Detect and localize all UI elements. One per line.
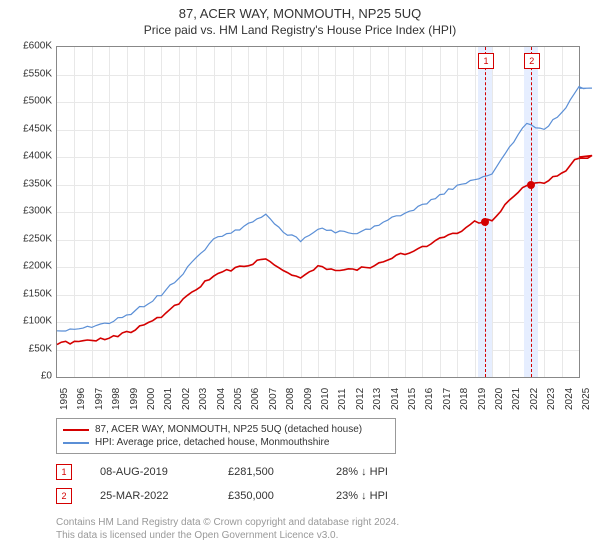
x-tick-label: 2025	[581, 388, 592, 410]
series-line-hpi	[57, 87, 592, 331]
x-tick-label: 2000	[146, 388, 157, 410]
sale-date: 25-MAR-2022	[100, 490, 200, 502]
x-tick-label: 2024	[564, 388, 575, 410]
sale-diff: 28% ↓ HPI	[336, 466, 388, 478]
x-tick-label: 2012	[355, 388, 366, 410]
y-tick-label: £150K	[4, 288, 52, 299]
sale-index-box: 1	[56, 464, 72, 480]
y-tick-label: £350K	[4, 178, 52, 189]
x-tick-label: 2002	[181, 388, 192, 410]
x-tick-label: 2017	[442, 388, 453, 410]
y-tick-label: £50K	[4, 343, 52, 354]
legend-label: 87, ACER WAY, MONMOUTH, NP25 5UQ (detach…	[95, 424, 362, 435]
x-tick-label: 2013	[372, 388, 383, 410]
sale-price: £350,000	[228, 490, 308, 502]
footnote: Contains HM Land Registry data © Crown c…	[56, 516, 399, 542]
sales-table: 1 08-AUG-2019 £281,500 28% ↓ HPI 2 25-MAR-202…	[56, 460, 388, 508]
x-tick-label: 2010	[320, 388, 331, 410]
x-tick-label: 1997	[94, 388, 105, 410]
x-tick-label: 2016	[424, 388, 435, 410]
x-tick-label: 2004	[216, 388, 227, 410]
x-tick-label: 1999	[129, 388, 140, 410]
sale-marker-tag: 2	[524, 53, 540, 69]
y-tick-label: £0	[4, 371, 52, 382]
sale-price: £281,500	[228, 466, 308, 478]
x-tick-label: 2011	[337, 388, 348, 410]
page-title: 87, ACER WAY, MONMOUTH, NP25 5UQ	[0, 0, 600, 21]
x-tick-label: 2001	[163, 388, 174, 410]
table-row: 1 08-AUG-2019 £281,500 28% ↓ HPI	[56, 460, 388, 484]
page-subtitle: Price paid vs. HM Land Registry's House …	[0, 21, 600, 37]
x-tick-label: 2019	[477, 388, 488, 410]
y-tick-label: £250K	[4, 233, 52, 244]
footnote-line: This data is licensed under the Open Gov…	[56, 529, 399, 542]
y-tick-label: £300K	[4, 206, 52, 217]
x-tick-label: 2021	[511, 388, 522, 410]
legend-row: HPI: Average price, detached house, Monm…	[63, 436, 389, 449]
y-tick-label: £500K	[4, 96, 52, 107]
table-row: 2 25-MAR-2022 £350,000 23% ↓ HPI	[56, 484, 388, 508]
x-tick-label: 2014	[390, 388, 401, 410]
sale-marker-tag: 1	[478, 53, 494, 69]
y-tick-label: £200K	[4, 261, 52, 272]
chart-lines	[57, 47, 579, 377]
sale-diff: 23% ↓ HPI	[336, 490, 388, 502]
sale-dot	[527, 181, 535, 189]
series-line-property	[57, 156, 592, 345]
x-tick-label: 2009	[303, 388, 314, 410]
x-tick-label: 2023	[546, 388, 557, 410]
x-tick-label: 1995	[59, 388, 70, 410]
legend: 87, ACER WAY, MONMOUTH, NP25 5UQ (detach…	[56, 418, 396, 454]
sale-index-box: 2	[56, 488, 72, 504]
x-tick-label: 2018	[459, 388, 470, 410]
x-tick-label: 1998	[111, 388, 122, 410]
y-tick-label: £550K	[4, 68, 52, 79]
legend-swatch	[63, 429, 89, 431]
chart-plot-area: 12	[56, 46, 580, 378]
legend-label: HPI: Average price, detached house, Monm…	[95, 437, 329, 448]
sale-date: 08-AUG-2019	[100, 466, 200, 478]
x-tick-label: 2020	[494, 388, 505, 410]
x-tick-label: 2022	[529, 388, 540, 410]
y-tick-label: £450K	[4, 123, 52, 134]
x-tick-label: 2015	[407, 388, 418, 410]
x-tick-label: 2007	[268, 388, 279, 410]
legend-row: 87, ACER WAY, MONMOUTH, NP25 5UQ (detach…	[63, 423, 389, 436]
x-tick-label: 1996	[76, 388, 87, 410]
x-tick-label: 2008	[285, 388, 296, 410]
x-tick-label: 2006	[250, 388, 261, 410]
x-tick-label: 2003	[198, 388, 209, 410]
footnote-line: Contains HM Land Registry data © Crown c…	[56, 516, 399, 529]
y-tick-label: £400K	[4, 151, 52, 162]
y-tick-label: £100K	[4, 316, 52, 327]
x-tick-label: 2005	[233, 388, 244, 410]
y-tick-label: £600K	[4, 41, 52, 52]
legend-swatch	[63, 442, 89, 444]
sale-dot	[481, 218, 489, 226]
